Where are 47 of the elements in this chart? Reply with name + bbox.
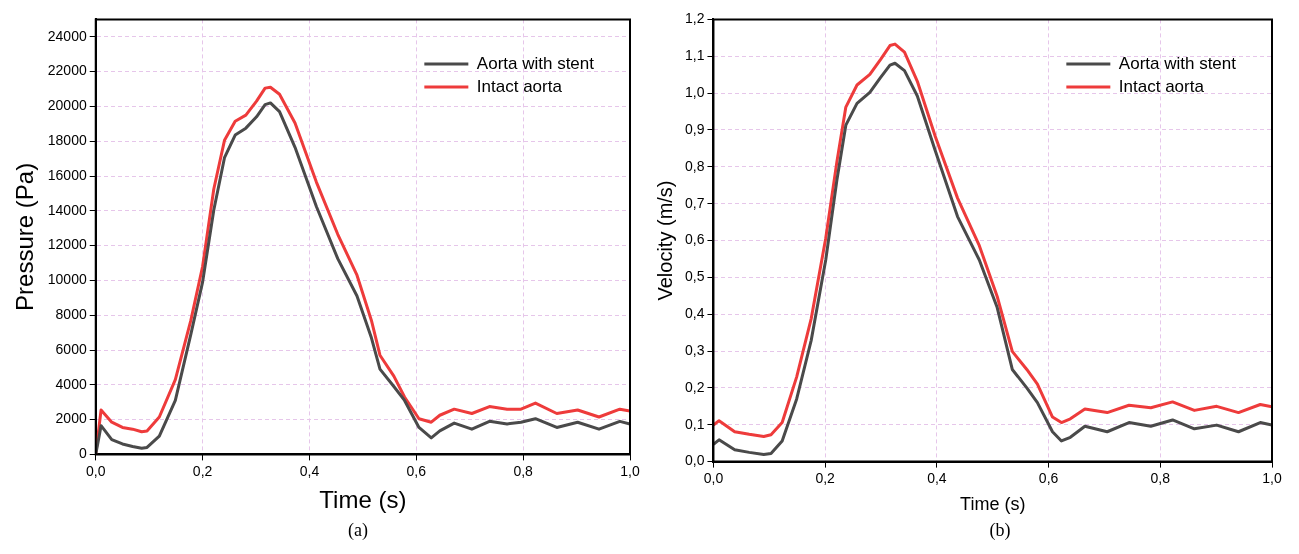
- x-tick-label: 1,0: [620, 462, 640, 479]
- y-tick-label: 1,2: [684, 10, 705, 27]
- legend-label: Aorta with stent: [476, 53, 595, 73]
- y-tick-label: 10000: [47, 271, 87, 288]
- y-tick-label: 1,1: [684, 47, 705, 64]
- y-tick-label: 0,3: [684, 341, 705, 358]
- x-tick-label: 1,0: [1262, 469, 1282, 486]
- x-tick-label: 0,0: [86, 462, 106, 479]
- y-tick-label: 6000: [55, 340, 87, 357]
- y-tick-label: 4000: [55, 375, 87, 392]
- y-tick-label: 8000: [55, 306, 87, 323]
- x-tick-label: 0,8: [513, 462, 534, 479]
- x-tick-label: 0,8: [1150, 469, 1171, 486]
- y-tick-label: 2000: [55, 410, 87, 427]
- legend-label: Aorta with stent: [1118, 53, 1237, 73]
- y-tick-label: 24000: [47, 27, 87, 44]
- y-tick-label: 0: [78, 445, 87, 462]
- x-axis-title: Time (s): [960, 494, 1026, 515]
- y-axis-title: Velocity (m/s): [653, 180, 676, 301]
- x-tick-label: 0,4: [299, 462, 320, 479]
- y-tick-label: 22000: [47, 62, 87, 79]
- x-tick-label: 0,6: [406, 462, 427, 479]
- text: (a): [347, 520, 369, 541]
- text: (b): [988, 520, 1012, 541]
- y-tick-label: 20000: [47, 97, 87, 114]
- x-axis-title: Time (s): [319, 486, 407, 514]
- y-tick-label: 0,1: [684, 415, 705, 432]
- y-axis-title: Pressure (Pa): [11, 162, 39, 311]
- y-tick-label: 0,6: [684, 231, 705, 248]
- y-tick-label: 0,4: [684, 305, 705, 322]
- x-tick-label: 0,0: [703, 469, 724, 486]
- y-tick-label: 0,5: [684, 268, 705, 285]
- x-tick-label: 0,6: [1038, 469, 1059, 486]
- legend-label: Intact aorta: [1118, 76, 1205, 96]
- y-tick-label: 0,2: [684, 378, 705, 395]
- y-tick-label: 12000: [47, 236, 87, 253]
- x-tick-label: 0,2: [815, 469, 836, 486]
- y-tick-label: 16000: [47, 166, 87, 183]
- y-tick-label: 0,7: [684, 194, 705, 211]
- y-tick-label: 0,9: [684, 120, 705, 137]
- y-tick-label: 0,8: [684, 157, 705, 174]
- x-tick-label: 0,2: [192, 462, 213, 479]
- legend-label: Intact aorta: [476, 76, 563, 96]
- y-tick-label: 1,0: [684, 83, 705, 100]
- x-tick-label: 0,4: [927, 469, 947, 486]
- y-tick-label: 18000: [47, 132, 87, 149]
- y-tick-label: 14000: [47, 201, 87, 218]
